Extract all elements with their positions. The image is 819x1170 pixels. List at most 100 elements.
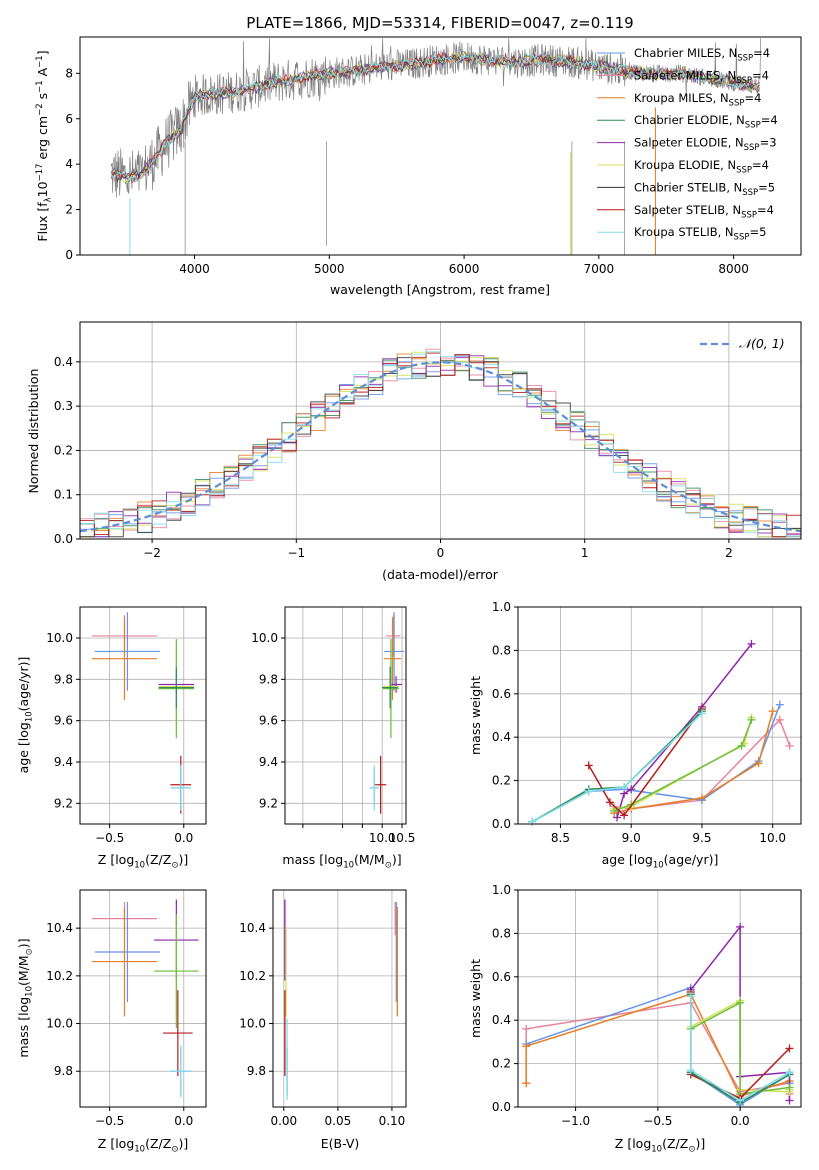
label-part: s [35,93,50,104]
y-axis-label: Normed distribution [26,369,41,494]
x-tick-label: 10.5 [389,831,416,845]
y-axis-label: Flux [fλ10−17 erg cm−2 s−1 A−1] [35,50,54,241]
mass-vs-ebv-panel: 0.00 0.05 0.10 9.8 10.0 10.2 10.4 E(B-V) [239,889,407,1151]
x-tick-label: −0.5 [95,831,124,845]
y-tick-label: 9.4 [259,755,278,769]
label-part: erg cm [35,116,50,164]
x-axis-label: age [log10(age/yr)] [602,852,719,871]
label-part: =5 [758,180,775,194]
x-tick-label: 2 [725,546,733,560]
x-tick-label: 10.0 [759,831,786,845]
weight-series-line [690,1001,790,1095]
label-part: ⊙ [25,948,35,955]
y-tick-label: 10.4 [239,921,266,935]
x-tick-label: 0.10 [379,1114,406,1128]
label-part: )] [695,1136,705,1151]
label-part: Z [log [98,852,134,867]
y-tick-label: 2 [65,203,73,217]
axes-frame [79,36,802,256]
label-part: SSP [736,76,752,86]
x-tick-label: 6000 [449,262,480,276]
axes-frame [79,606,207,825]
axes-frame [517,606,802,825]
y-tick-label: 10.0 [239,1017,266,1031]
y-tick-label: 10.4 [46,921,73,935]
y-tick-label: 0.0 [54,532,73,546]
label-part: −1 [35,55,45,68]
label-part: Salpeter STELIB, N [634,203,741,217]
label-part: (M/M [16,955,31,986]
label-part: A [35,67,50,80]
x-tick-label: 8.5 [551,831,570,845]
label-part: Chabrier ELODIE, N [634,113,745,127]
label-part: λ [44,197,54,202]
label-part: Kroupa STELIB, N [634,225,734,239]
x-tick-label: 10.0 [369,831,396,845]
x-tick-label: 7000 [584,262,615,276]
y-tick-label: 9.8 [54,1064,73,1078]
x-tick-label: 8000 [718,262,749,276]
label-part: 10 [25,711,35,722]
label-part: =4 [752,68,769,82]
y-tick-label: 0.3 [54,399,73,413]
axes-frame [79,889,207,1108]
label-part: =4 [761,113,778,127]
y-tick-label: 0.0 [492,817,511,831]
label-part: =4 [753,46,770,60]
x-tick-label: 5000 [314,262,345,276]
x-axis-label: Z [log10(Z/Z⊙)] [98,852,188,871]
y-tick-label: 10.2 [239,969,266,983]
label-part: (M/M [354,852,385,867]
y-tick-label: 0.8 [492,926,511,940]
y-tick-label: 10.0 [46,1017,73,1031]
y-tick-label: 0.4 [492,1013,511,1027]
normal-reference-curve [79,361,802,533]
label-part: SSP [736,166,752,176]
weight-vs-metallicity-panel: −1.0 −0.5 0.0 0.0 0.2 0.4 0.6 0.8 1.0 Z [log10(Z/… [468,883,802,1155]
legend-entry: Kroupa STELIB, NSSP=5 [634,225,766,243]
x-tick-label: 9.0 [622,831,641,845]
weight-series-line [613,719,753,812]
label-part: =3 [760,136,777,150]
axes-frame [284,606,407,825]
label-part: )] [178,1136,188,1151]
x-tick-label: 1 [581,546,589,560]
x-tick-label: 0.0 [174,1114,193,1128]
y-axis-label: mass [log10(M/M⊙)] [16,938,35,1057]
y-tick-label: 9.8 [247,1064,266,1078]
label-part: Salpeter ELODIE, N [634,136,744,150]
y-axis-label: mass weight [468,676,483,755]
y-tick-label: 8 [65,66,73,80]
label-part: Chabrier MILES, N [634,46,737,60]
y-tick-label: 0.4 [54,355,73,369]
label-part: mass [log [282,852,343,867]
label-part: age [log [602,852,653,867]
y-tick-label: 9.8 [259,672,278,686]
weight-vs-age-panel: 8.5 9.0 9.5 10.0 0.0 0.2 0.4 0.6 0.8 1.0 age [log1… [468,600,802,871]
x-tick-label: −2 [143,546,161,560]
y-axis-label: mass weight [468,959,483,1038]
label-part: ⊙ [385,861,392,871]
label-part: )] [16,938,31,948]
label-part: 10 [35,181,50,197]
label-part: SSP [734,233,750,243]
y-tick-label: 10.0 [46,631,73,645]
legend-entry: Kroupa MILES, NSSP=4 [634,91,761,109]
y-tick-label: 1.0 [492,600,511,614]
label-part: =5 [749,225,766,239]
label-part: −17 [35,163,45,181]
y-tick-label: 4 [65,157,73,171]
x-axis-label: mass [log10(M/M⊙)] [282,852,401,871]
y-tick-label: 0.4 [492,730,511,744]
x-axis-label: wavelength [Angstrom, rest frame] [330,282,550,297]
axes-frame [272,889,407,1108]
x-tick-label: 0.00 [270,1114,297,1128]
label-part: Kroupa ELODIE, N [634,158,736,172]
label-part: Chabrier STELIB, N [634,180,742,194]
label-part: )] [178,852,188,867]
y-tick-label: 0.6 [492,970,511,984]
legend-entry: 𝒩(0, 1) [739,336,785,351]
label-part: =4 [757,203,774,217]
